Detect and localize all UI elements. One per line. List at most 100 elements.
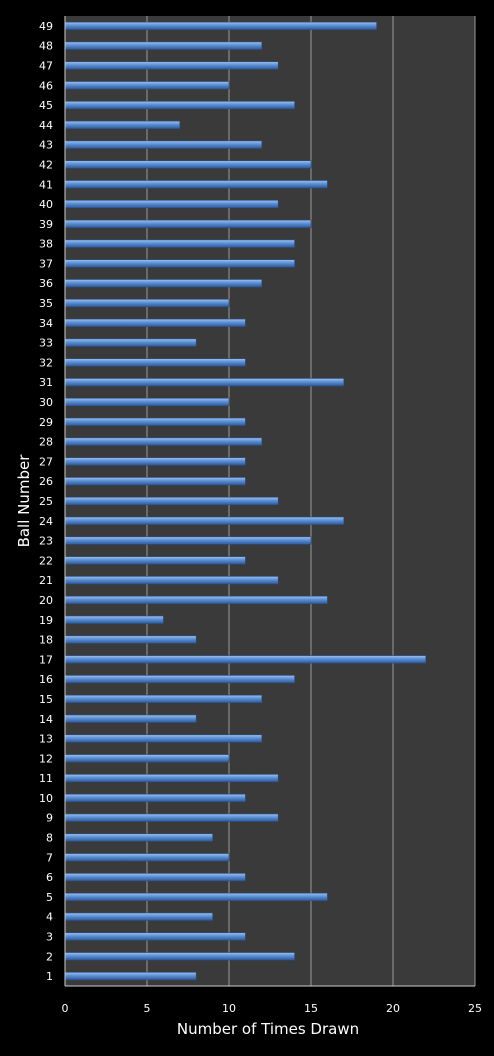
y-tick-label: 23 — [39, 535, 53, 548]
bar-ball-7 — [64, 853, 230, 862]
bar-ball-43 — [64, 140, 263, 149]
y-tick-label: 13 — [39, 733, 53, 746]
y-tick-label: 27 — [39, 455, 53, 468]
bars — [64, 21, 427, 981]
x-tick-label: 20 — [386, 1002, 400, 1015]
bar-ball-18 — [64, 635, 197, 644]
bar-ball-45 — [64, 101, 295, 110]
bar-ball-33 — [64, 338, 197, 347]
bar-ball-12 — [64, 754, 230, 763]
bar-ball-3 — [64, 932, 246, 941]
y-tick-label: 9 — [46, 812, 53, 825]
y-tick-labels: 1234567891011121314151617181920212223242… — [39, 20, 53, 983]
y-tick-label: 34 — [39, 317, 53, 330]
y-tick-label: 20 — [39, 594, 53, 607]
y-tick-label: 5 — [46, 891, 53, 904]
y-tick-label: 33 — [39, 337, 53, 350]
y-tick-label: 14 — [39, 713, 53, 726]
bar-ball-16 — [64, 675, 295, 684]
y-tick-label: 4 — [46, 911, 53, 924]
bar-ball-37 — [64, 259, 295, 268]
y-tick-label: 41 — [39, 178, 53, 191]
bar-ball-47 — [64, 61, 279, 70]
y-tick-label: 32 — [39, 356, 53, 369]
bar-ball-1 — [64, 972, 197, 981]
bar-ball-13 — [64, 734, 263, 743]
bar-ball-8 — [64, 833, 213, 842]
bar-ball-9 — [64, 813, 279, 822]
y-tick-label: 45 — [39, 99, 53, 112]
bar-ball-31 — [64, 378, 345, 387]
x-tick-labels: 0 5 10 15 20 25 — [62, 1002, 483, 1015]
bar-ball-5 — [64, 892, 328, 901]
y-tick-label: 8 — [46, 832, 53, 845]
y-tick-label: 11 — [39, 772, 53, 785]
bar-ball-46 — [64, 81, 230, 90]
x-tick-label: 25 — [468, 1002, 482, 1015]
y-tick-label: 26 — [39, 475, 53, 488]
y-tick-label: 16 — [39, 673, 53, 686]
y-tick-label: 40 — [39, 198, 53, 211]
bar-ball-40 — [64, 200, 279, 209]
y-tick-label: 10 — [39, 792, 53, 805]
bar-ball-22 — [64, 556, 246, 565]
y-tick-label: 2 — [46, 950, 53, 963]
y-tick-label: 30 — [39, 396, 53, 409]
y-tick-label: 19 — [39, 614, 53, 627]
bar-ball-44 — [64, 120, 181, 129]
bar-ball-49 — [64, 21, 377, 30]
bar-ball-30 — [64, 397, 230, 407]
bar-ball-25 — [64, 496, 279, 506]
y-tick-label: 25 — [39, 495, 53, 508]
y-tick-label: 17 — [39, 653, 53, 666]
bar-ball-11 — [64, 774, 279, 783]
y-tick-label: 38 — [39, 238, 53, 251]
y-tick-label: 44 — [39, 119, 53, 132]
bar-ball-23 — [64, 536, 312, 545]
y-tick-label: 47 — [39, 59, 53, 72]
y-tick-label: 21 — [39, 574, 53, 587]
y-tick-label: 35 — [39, 297, 53, 310]
bar-ball-29 — [64, 417, 246, 426]
y-tick-label: 18 — [39, 634, 53, 647]
y-tick-label: 46 — [39, 79, 53, 92]
bar-ball-35 — [64, 298, 230, 308]
bar-ball-6 — [64, 873, 246, 882]
bar-ball-4 — [64, 912, 213, 921]
bar-ball-41 — [64, 180, 328, 189]
bar-ball-17 — [64, 655, 427, 664]
y-tick-label: 28 — [39, 436, 53, 449]
y-tick-label: 7 — [46, 851, 53, 864]
bar-ball-38 — [64, 239, 295, 248]
bar-ball-36 — [64, 279, 263, 288]
bar-ball-42 — [64, 160, 312, 169]
bar-ball-24 — [64, 516, 345, 525]
y-tick-label: 29 — [39, 416, 53, 429]
x-tick-label: 10 — [222, 1002, 236, 1015]
bar-ball-28 — [64, 437, 263, 446]
bar-ball-39 — [64, 219, 312, 228]
x-tick-label: 5 — [144, 1002, 151, 1015]
bar-ball-2 — [64, 952, 295, 961]
y-tick-label: 1 — [46, 970, 53, 983]
bar-ball-19 — [64, 615, 164, 624]
y-tick-label: 15 — [39, 693, 53, 706]
x-tick-label: 0 — [62, 1002, 69, 1015]
y-tick-label: 37 — [39, 257, 53, 270]
y-tick-label: 31 — [39, 376, 53, 389]
bar-ball-26 — [64, 477, 246, 486]
bar-ball-20 — [64, 595, 328, 605]
bar-ball-27 — [64, 457, 246, 466]
y-tick-label: 36 — [39, 277, 53, 290]
bar-ball-32 — [64, 358, 246, 367]
y-tick-label: 12 — [39, 752, 53, 765]
bar-ball-21 — [64, 576, 279, 585]
x-axis-title: Number of Times Drawn — [177, 1020, 359, 1038]
y-tick-label: 43 — [39, 139, 53, 152]
bar-ball-10 — [64, 793, 246, 803]
x-tick-label: 15 — [304, 1002, 318, 1015]
bar-ball-15 — [64, 694, 263, 704]
bar-ball-14 — [64, 714, 197, 723]
